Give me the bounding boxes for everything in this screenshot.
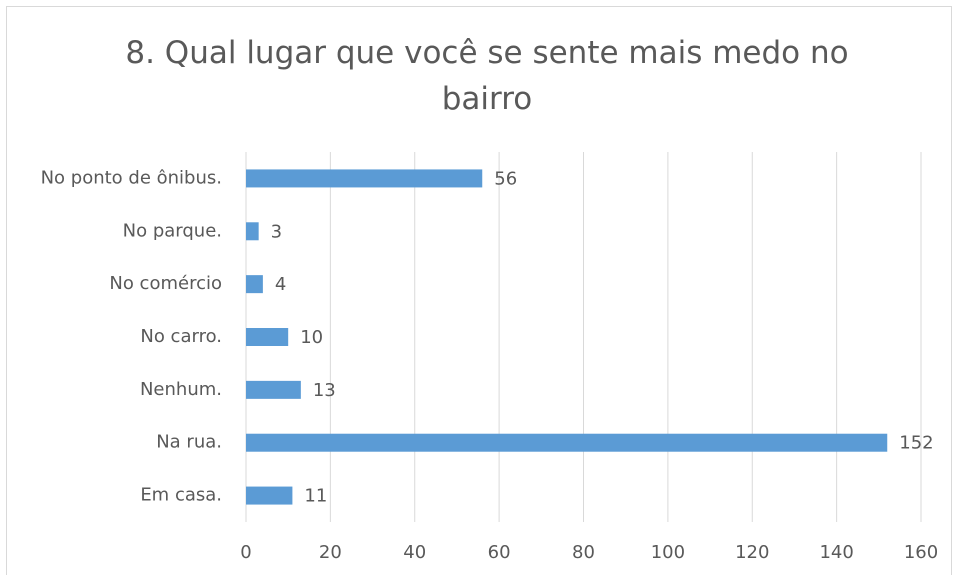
value-label: 56 bbox=[494, 168, 517, 189]
bar bbox=[246, 275, 263, 294]
x-tick-label: 80 bbox=[572, 542, 595, 563]
bar bbox=[246, 328, 289, 346]
chart-title: 8. Qual lugar que você se sente mais med… bbox=[125, 35, 849, 117]
y-tick-label: No ponto de ônibus. bbox=[41, 167, 222, 188]
y-tick-label: Na rua. bbox=[156, 432, 222, 453]
y-tick-label: No parque. bbox=[123, 220, 222, 241]
chart-border bbox=[6, 6, 952, 575]
value-label: 4 bbox=[275, 274, 286, 295]
bar bbox=[246, 380, 301, 399]
x-tick-label: 140 bbox=[819, 542, 853, 563]
value-label: 13 bbox=[313, 380, 336, 401]
x-tick-label: 160 bbox=[904, 542, 938, 563]
bar bbox=[246, 222, 259, 241]
value-label: 11 bbox=[304, 486, 327, 507]
x-tick-label: 20 bbox=[319, 542, 342, 563]
bar bbox=[246, 486, 293, 505]
y-tick-label: No comércio bbox=[109, 273, 222, 294]
y-tick-label: No carro. bbox=[140, 326, 222, 347]
x-tick-label: 0 bbox=[240, 542, 251, 563]
value-label: 152 bbox=[899, 433, 933, 454]
x-tick-label: 60 bbox=[488, 542, 511, 563]
bar bbox=[246, 433, 888, 452]
x-tick-label: 100 bbox=[651, 542, 685, 563]
x-tick-label: 120 bbox=[735, 542, 769, 563]
bar bbox=[246, 169, 483, 188]
y-tick-label: Nenhum. bbox=[140, 379, 222, 400]
value-label: 10 bbox=[300, 327, 323, 348]
value-label: 3 bbox=[271, 221, 282, 242]
y-tick-label: Em casa. bbox=[140, 485, 222, 506]
x-tick-label: 40 bbox=[403, 542, 426, 563]
